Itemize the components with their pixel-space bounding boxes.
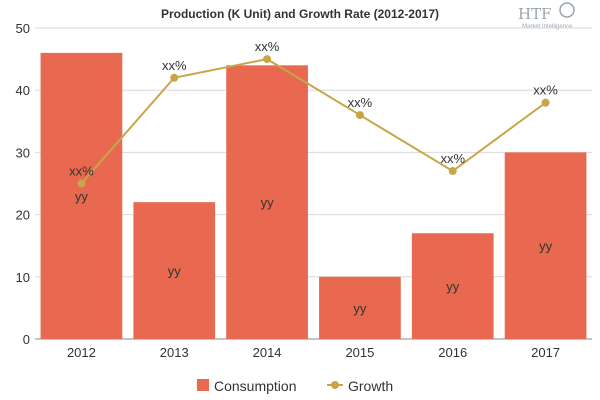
x-tick-label: 2014 (253, 345, 282, 360)
x-tick-label: 2016 (438, 345, 467, 360)
htf-logo: HTF Market Intelligence (518, 2, 575, 30)
bar-data-label: yy (539, 239, 553, 254)
line-point (263, 55, 272, 64)
line-point (541, 98, 550, 107)
bar (504, 152, 587, 339)
bar-labels: yy yy yy yy yy yy (75, 189, 553, 316)
bar (40, 52, 123, 339)
gridlines (35, 27, 592, 340)
line-data-label: xx% (533, 83, 558, 98)
bar-data-label: yy (446, 279, 460, 294)
y-tick-label: 40 (16, 83, 30, 98)
x-tick-label: 2017 (531, 345, 560, 360)
logo-subtext: Market Intelligence (522, 24, 573, 30)
line-data-label: xx% (348, 95, 373, 110)
legend-swatch-consumption (197, 379, 209, 391)
line-point (170, 73, 179, 82)
y-tick-label: 20 (16, 208, 30, 223)
growth-line (80, 58, 547, 185)
x-tick-label: 2012 (67, 345, 96, 360)
legend: Consumption Growth (197, 378, 393, 394)
y-tick-label: 50 (16, 21, 30, 36)
line-point (77, 179, 86, 188)
line-data-label: xx% (69, 164, 94, 179)
legend-swatch-growth-marker (331, 381, 339, 389)
x-axis: 2012 2013 2014 2015 2016 2017 (67, 345, 560, 360)
line-point (448, 167, 457, 176)
y-axis: 0 10 20 30 40 50 (16, 21, 30, 347)
line-data-label: xx% (255, 39, 280, 54)
chart-title: Production (K Unit) and Growth Rate (201… (161, 7, 439, 21)
line-series: xx% xx% xx% xx% xx% xx% (69, 39, 558, 188)
legend-label-consumption: Consumption (214, 378, 297, 394)
y-tick-label: 30 (16, 145, 30, 160)
y-tick-label: 10 (16, 270, 30, 285)
line-data-label: xx% (440, 151, 465, 166)
bar-data-label: yy (168, 264, 182, 279)
bar-data-label: yy (353, 301, 367, 316)
globe-icon (559, 2, 575, 18)
y-tick-label: 0 (23, 332, 30, 347)
bar (411, 233, 494, 339)
bar (133, 202, 216, 339)
bar-series (40, 52, 587, 339)
line-data-label: xx% (162, 58, 187, 73)
bar-data-label: yy (261, 195, 275, 210)
bar-data-label: yy (75, 189, 89, 204)
bar (226, 65, 308, 339)
legend-label-growth: Growth (348, 378, 393, 394)
bar (319, 276, 401, 339)
line-point (355, 111, 364, 120)
x-tick-label: 2013 (160, 345, 189, 360)
x-tick-label: 2015 (345, 345, 374, 360)
logo-text: HTF (518, 5, 552, 23)
